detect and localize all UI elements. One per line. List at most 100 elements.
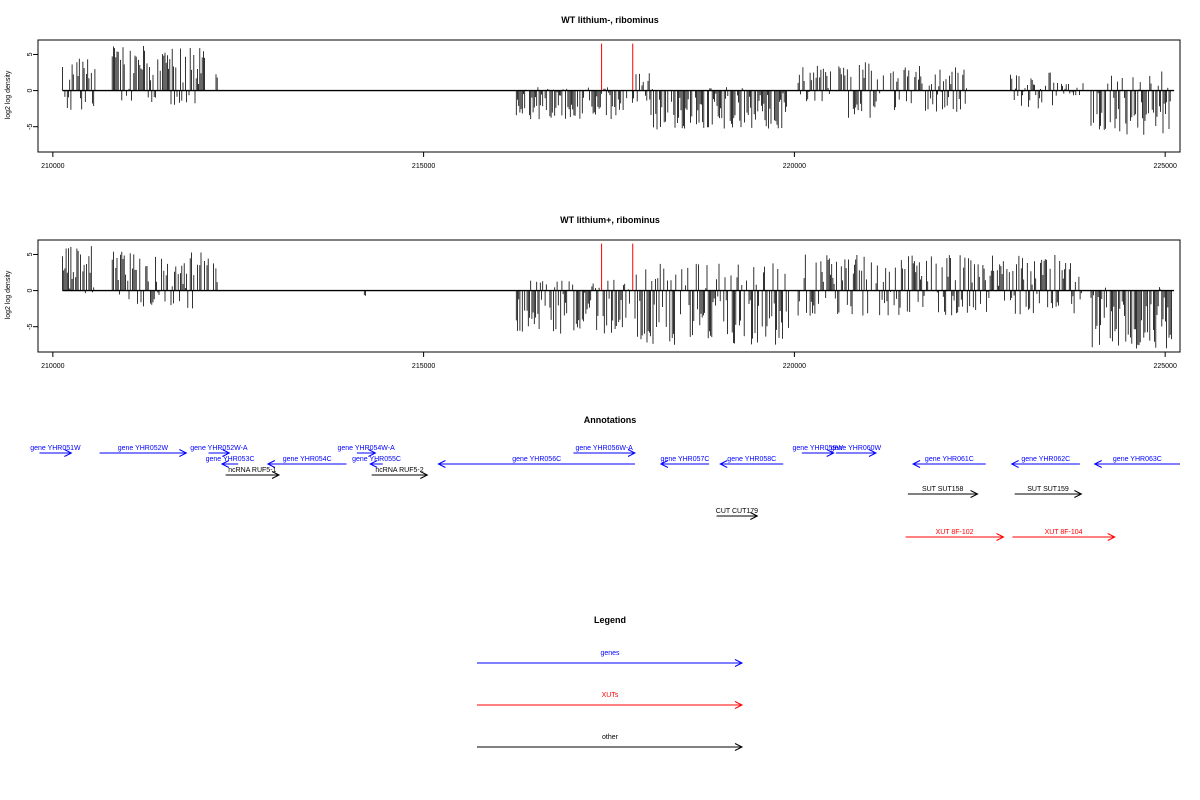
feature-label: SUT SUT158 — [922, 486, 964, 493]
feature-label: gene YHR052W-A — [190, 445, 248, 452]
feature-arrow-head — [734, 659, 744, 667]
feature-gene-yhr051w[interactable]: gene YHR051W — [30, 445, 81, 457]
feature-xut-8f-104[interactable]: XUT 8F-104 — [1012, 529, 1116, 541]
feature-arrow-head — [420, 471, 429, 479]
feature-sut-sut158[interactable]: SUT SUT158 — [907, 486, 979, 498]
feature-gene-yhr056w-a[interactable]: gene YHR056W-A — [573, 445, 637, 457]
feature-gene-yhr062c[interactable]: gene YHR062C — [1010, 456, 1080, 468]
chart-panel-lithium-minus: WT lithium-, ribominus log2 log density … — [5, 15, 1181, 170]
bar-marks — [62, 43, 1175, 135]
feature-gene-yhr063c[interactable]: gene YHR063C — [1093, 456, 1180, 468]
feature-sut-sut159[interactable]: SUT SUT159 — [1014, 486, 1083, 498]
plot-frame — [37, 239, 1181, 353]
axis-ticks: 210000 215000 220000 225000 5 0 -5 — [27, 52, 1177, 170]
chart-panel-lithium-plus: WT lithium+, ribominus log2 log density … — [5, 215, 1181, 370]
feature-arrow-head — [911, 460, 921, 468]
feature-arrow-head — [437, 460, 446, 468]
feature-cut-cut179[interactable]: CUT CUT179 — [716, 508, 759, 520]
feature-gene-yhr054c[interactable]: gene YHR054C — [266, 456, 347, 468]
feature-gene-yhr057c[interactable]: gene YHR057C — [659, 456, 710, 468]
feature-label: gene YHR059W — [793, 445, 844, 452]
legend-label: genes — [600, 650, 620, 657]
y-tick-label: 5 — [27, 252, 34, 256]
feature-arrow-head — [220, 460, 230, 468]
feature-gene-yhr055c[interactable]: gene YHR055C — [352, 456, 401, 468]
feature-label: gene YHR054W-A — [337, 445, 395, 452]
feature-label: gene YHR056C — [512, 456, 561, 463]
legend-item-other: other — [477, 734, 744, 751]
feature-gene-yhr058c[interactable]: gene YHR058C — [719, 456, 784, 468]
chart-title: WT lithium+, ribominus — [560, 215, 660, 225]
legend-label: other — [602, 734, 619, 741]
feature-arrow-head — [826, 449, 835, 457]
feature-gene-yhr052w[interactable]: gene YHR052W — [99, 445, 188, 457]
plot-frame — [37, 39, 1181, 153]
feature-label: gene YHR053C — [206, 456, 255, 463]
feature-label: ncRNA RUF5-1 — [228, 467, 276, 474]
feature-label: gene YHR051W — [30, 445, 81, 452]
legend-label: XUTs — [602, 692, 619, 699]
feature-arrow-head — [1107, 533, 1116, 541]
feature-label: XUT 8F-104 — [1045, 529, 1083, 536]
feature-arrow-head — [222, 449, 231, 457]
feature-gene-yhr056c[interactable]: gene YHR056C — [437, 456, 635, 468]
x-tick-label: 210000 — [41, 363, 64, 370]
feature-label: XUT 8F-102 — [936, 529, 974, 536]
feature-label: gene YHR063C — [1113, 456, 1162, 463]
feature-label: SUT SUT159 — [1027, 486, 1069, 493]
feature-gene-yhr053c[interactable]: gene YHR053C — [206, 456, 255, 468]
x-tick-label: 225000 — [1153, 163, 1176, 170]
legend: Legend genes XUTs other — [477, 615, 744, 751]
feature-arrows: gene YHR051W gene YHR052W gene YHR052W-A ge… — [30, 445, 1180, 541]
feature-arrow-head — [734, 743, 744, 751]
feature-gene-yhr059w[interactable]: gene YHR059W — [793, 445, 844, 457]
feature-label: gene YHR052W — [118, 445, 169, 452]
x-tick-label: 220000 — [783, 163, 806, 170]
feature-label: CUT CUT179 — [716, 508, 758, 515]
feature-arrow-head — [179, 449, 188, 457]
x-tick-label: 225000 — [1153, 363, 1176, 370]
legend-item-genes: genes — [477, 650, 744, 667]
legend-title: Legend — [594, 615, 626, 625]
feature-arrow-head — [719, 460, 728, 468]
feature-xut-8f-102[interactable]: XUT 8F-102 — [905, 529, 1005, 541]
feature-arrow-head — [369, 460, 378, 468]
feature-arrow-head — [750, 512, 759, 520]
x-tick-label: 215000 — [412, 363, 435, 370]
chart-title: WT lithium-, ribominus — [561, 15, 659, 25]
feature-gene-yhr052w-a[interactable]: gene YHR052W-A — [190, 445, 248, 457]
x-tick-label: 215000 — [412, 163, 435, 170]
y-tick-label: 0 — [27, 89, 34, 93]
feature-label: ncRNA RUF5-2 — [375, 467, 423, 474]
y-tick-label: -5 — [27, 323, 34, 329]
feature-arrow-head — [1093, 460, 1102, 468]
x-tick-label: 220000 — [783, 363, 806, 370]
feature-arrow-head — [970, 490, 979, 498]
feature-arrow-head — [266, 460, 276, 468]
feature-gene-yhr061c[interactable]: gene YHR061C — [911, 456, 986, 468]
feature-ncrna-ruf5-1[interactable]: ncRNA RUF5-1 — [225, 467, 281, 479]
feature-arrow-head — [659, 460, 669, 468]
feature-arrow-head — [64, 449, 73, 457]
feature-label: gene YHR061C — [925, 456, 974, 463]
y-tick-label: 0 — [27, 289, 34, 293]
feature-label: gene YHR056W-A — [576, 445, 634, 452]
feature-label: gene YHR057C — [661, 456, 710, 463]
feature-label: gene YHR054C — [283, 456, 332, 463]
y-axis-label: log2 log density — [5, 270, 12, 319]
feature-label: gene YHR062C — [1021, 456, 1070, 463]
feature-ncrna-ruf5-2[interactable]: ncRNA RUF5-2 — [371, 467, 429, 479]
feature-gene-yhr060w[interactable]: gene YHR060W — [831, 445, 882, 457]
feature-gene-yhr054w-a[interactable]: gene YHR054W-A — [337, 445, 395, 457]
y-tick-label: 5 — [27, 52, 34, 56]
x-tick-label: 210000 — [41, 163, 64, 170]
annotations-track: Annotations gene YHR051W gene YHR052W gene… — [30, 415, 1180, 541]
feature-arrow-head — [1074, 490, 1083, 498]
bar-marks — [62, 243, 1175, 349]
feature-arrow-head — [368, 449, 377, 457]
feature-label: gene YHR055C — [352, 456, 401, 463]
annotations-title: Annotations — [584, 415, 637, 425]
feature-arrow-head — [1010, 460, 1019, 468]
legend-items: genes XUTs other — [477, 650, 744, 751]
